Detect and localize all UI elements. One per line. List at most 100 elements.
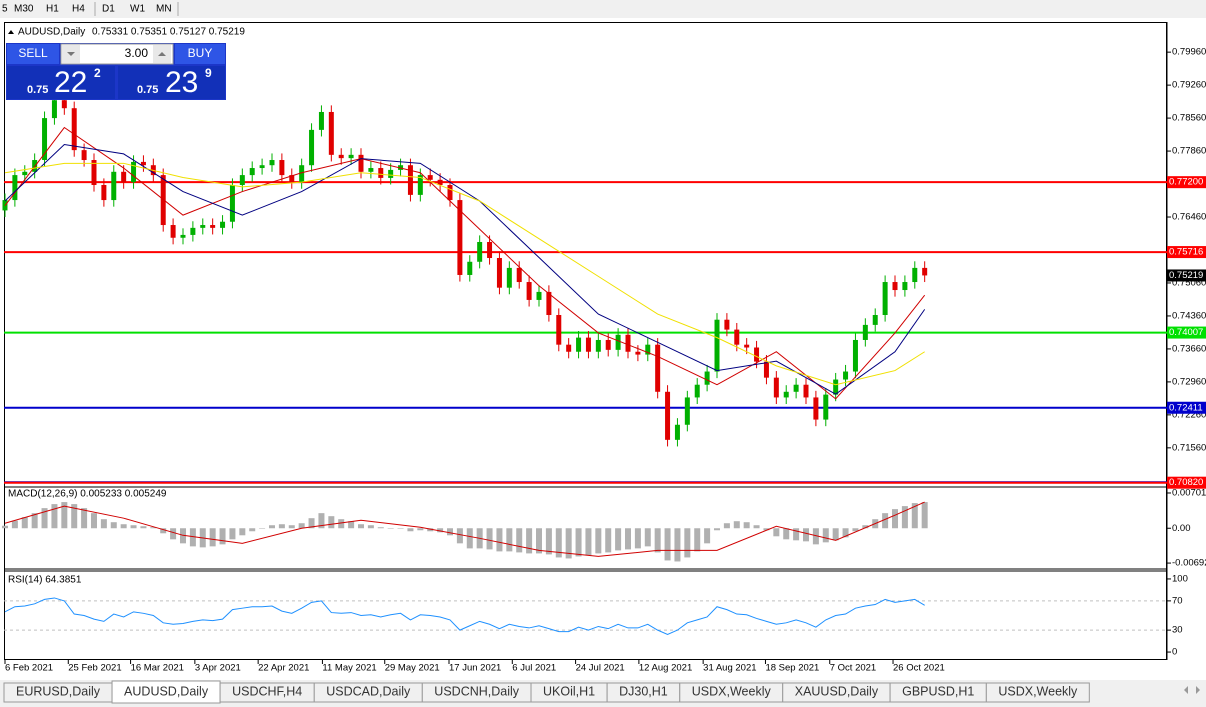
candle-body: [595, 339, 601, 352]
x-tick-label: 24 Jul 2021: [576, 663, 625, 674]
ask-prefix: 0.75: [137, 84, 158, 96]
x-tick-label: 6 Jul 2021: [512, 663, 556, 674]
y-tick-label: 0.77860: [1172, 146, 1206, 157]
timeframe-button[interactable]: 5: [2, 4, 8, 15]
macd-bar: [229, 528, 236, 540]
level-label-box: [1167, 176, 1206, 189]
moving-average: [4, 126, 926, 400]
macd-bar: [565, 528, 572, 559]
collapse-arrow[interactable]: [8, 30, 14, 34]
candle-body: [71, 108, 77, 151]
macd-bar: [140, 526, 147, 529]
macd-bar: [783, 528, 790, 540]
y-tick-label: -0.00692: [1172, 558, 1206, 569]
sell-label[interactable]: SELL: [18, 46, 48, 60]
candle-body: [655, 344, 661, 392]
candle-body: [516, 267, 522, 283]
volume[interactable]: 3.00: [125, 46, 149, 60]
candle-body: [536, 291, 542, 300]
candle-body: [674, 424, 680, 440]
candle-body: [487, 241, 493, 259]
tab-label[interactable]: GBPUSD,H1: [902, 684, 974, 698]
rsi-line: [4, 597, 925, 636]
macd-bar: [733, 521, 740, 529]
candle-body: [259, 165, 265, 169]
timeframe-button[interactable]: H1: [46, 4, 59, 15]
candle-body: [833, 379, 839, 395]
tab-label[interactable]: AUDUSD,Daily: [124, 684, 209, 698]
macd-bar: [892, 509, 899, 529]
candle-body: [585, 337, 591, 352]
macd-bar: [714, 528, 721, 531]
macd-bar: [288, 525, 295, 529]
tab[interactable]: [985, 682, 1090, 703]
timeframe-button[interactable]: W1: [130, 4, 145, 15]
tab-label[interactable]: USDCNH,Daily: [434, 684, 519, 698]
candle-body: [496, 258, 502, 288]
candle-body: [556, 315, 562, 345]
ohlc-label: 0.75331 0.75351 0.75127 0.75219: [92, 27, 245, 38]
tab-label[interactable]: USDCHF,H4: [232, 684, 302, 698]
macd-bar: [100, 519, 107, 529]
tab-label[interactable]: USDX,Weekly: [998, 684, 1078, 698]
bid-box[interactable]: [7, 66, 115, 99]
candle-body: [140, 161, 146, 166]
macd-bar: [298, 523, 305, 529]
macd-bar: [387, 528, 394, 529]
candle-body: [852, 339, 858, 372]
macd-bar: [427, 528, 434, 532]
toolbar: [0, 0, 1206, 18]
tab-label[interactable]: USDCAD,Daily: [326, 684, 411, 698]
macd-bar: [921, 502, 928, 529]
chart-title: AUDUSD,Daily: [18, 27, 85, 38]
buy-button[interactable]: [175, 44, 225, 64]
macd-bar: [328, 516, 335, 529]
scroll-left[interactable]: [1184, 686, 1188, 694]
candle-body: [348, 154, 354, 159]
y-tick-label: 30: [1172, 625, 1183, 636]
macd-bar: [674, 528, 681, 562]
macd-bar: [71, 504, 78, 529]
macd-bar: [268, 525, 275, 529]
candle-body: [605, 339, 611, 350]
x-tick-label: 12 Aug 2021: [639, 663, 692, 674]
timeframe-button[interactable]: M30: [14, 4, 34, 15]
candle-body: [358, 154, 364, 172]
candle-body: [615, 334, 621, 350]
macd-bar: [535, 528, 542, 554]
macd-bar: [170, 528, 177, 540]
bid-big: 22: [54, 66, 87, 99]
tab-label[interactable]: DJ30,H1: [619, 684, 668, 698]
scroll-right[interactable]: [1196, 686, 1200, 694]
macd-bar: [130, 525, 137, 529]
macd-bar: [793, 528, 800, 541]
macd-bar: [911, 503, 918, 529]
volume-input[interactable]: [60, 43, 174, 65]
macd-title: MACD(12,26,9) 0.005233 0.005249: [8, 489, 167, 500]
candle-body: [269, 160, 275, 166]
tab-label[interactable]: USDX,Weekly: [692, 684, 772, 698]
candle-body: [378, 168, 384, 178]
timeframe-button[interactable]: H4: [72, 4, 85, 15]
macd-bar: [456, 528, 463, 544]
candle-body: [912, 267, 918, 283]
candle-body: [61, 100, 67, 109]
candle-body: [922, 267, 928, 276]
tab-label[interactable]: XAUUSD,Daily: [795, 684, 879, 698]
macd-bar: [664, 528, 671, 561]
macd-bar: [417, 528, 424, 531]
candle-body: [289, 175, 295, 183]
candle-body: [546, 291, 552, 316]
tab-label[interactable]: UKOil,H1: [543, 684, 595, 698]
ask-box[interactable]: [118, 66, 225, 99]
y-tick-label: 0.79260: [1172, 80, 1206, 91]
level-label-box: [1167, 401, 1206, 414]
y-tick-label: 70: [1172, 595, 1183, 606]
tab-label[interactable]: EURUSD,Daily: [16, 684, 101, 698]
buy-label[interactable]: BUY: [188, 46, 213, 60]
timeframe-button[interactable]: MN: [156, 4, 172, 15]
bid-small: 2: [94, 66, 101, 80]
x-tick-label: 16 Mar 2021: [131, 663, 184, 674]
timeframe-button[interactable]: D1: [102, 4, 115, 15]
sell-button[interactable]: [7, 44, 59, 64]
